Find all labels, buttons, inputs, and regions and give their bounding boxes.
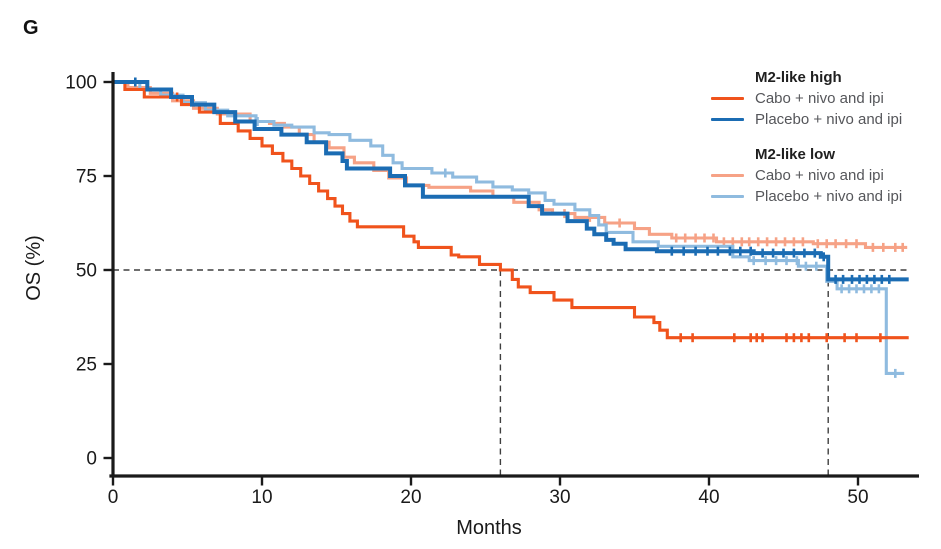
legend-group-m2-high-title: M2-like high [755, 69, 842, 86]
x-tick-label: 20 [400, 487, 421, 508]
legend-swatch-m2-low-cabo [711, 173, 744, 178]
legend-swatch-m2-high-cabo [711, 96, 744, 101]
legend-group-m2-high: M2-like high Cabo + nivo and ipi Placebo… [711, 67, 902, 130]
y-tick-label: 100 [65, 73, 97, 94]
y-axis-label: OS (%) [23, 235, 45, 301]
panel-label: G [23, 17, 40, 39]
x-tick-label: 40 [698, 487, 719, 508]
survival-curve-m2-high-placebo [113, 80, 909, 282]
legend-item-m2-high-placebo: Placebo + nivo and ipi [711, 109, 902, 130]
legend-item-m2-low-placebo: Placebo + nivo and ipi [711, 186, 902, 207]
legend: M2-like high Cabo + nivo and ipi Placebo… [711, 67, 902, 221]
x-axis-label: Months [456, 517, 522, 539]
legend-swatch-m2-low-placebo [711, 194, 744, 199]
legend-group-m2-low: M2-like low Cabo + nivo and ipi Placebo … [711, 144, 902, 207]
legend-group-m2-low-title: M2-like low [755, 146, 836, 163]
legend-item-label: Cabo + nivo and ipi [755, 90, 884, 107]
y-tick-label: 0 [86, 449, 97, 470]
survival-curve-m2-high-cabo [113, 80, 909, 340]
legend-item-label: Placebo + nivo and ipi [755, 188, 903, 205]
y-tick-label: 75 [76, 167, 97, 188]
y-tick-label: 50 [76, 261, 97, 282]
x-tick-label: 50 [847, 487, 868, 508]
x-tick-label: 30 [549, 487, 570, 508]
legend-swatch-m2-high-placebo [711, 117, 744, 122]
legend-item-label: Placebo + nivo and ipi [755, 111, 903, 128]
x-tick-label: 0 [108, 487, 119, 508]
y-tick-label: 25 [76, 355, 97, 376]
legend-item-label: Cabo + nivo and ipi [755, 167, 884, 184]
legend-item-m2-high-cabo: Cabo + nivo and ipi [711, 88, 902, 109]
legend-item-m2-low-cabo: Cabo + nivo and ipi [711, 165, 902, 186]
x-tick-label: 10 [251, 487, 272, 508]
